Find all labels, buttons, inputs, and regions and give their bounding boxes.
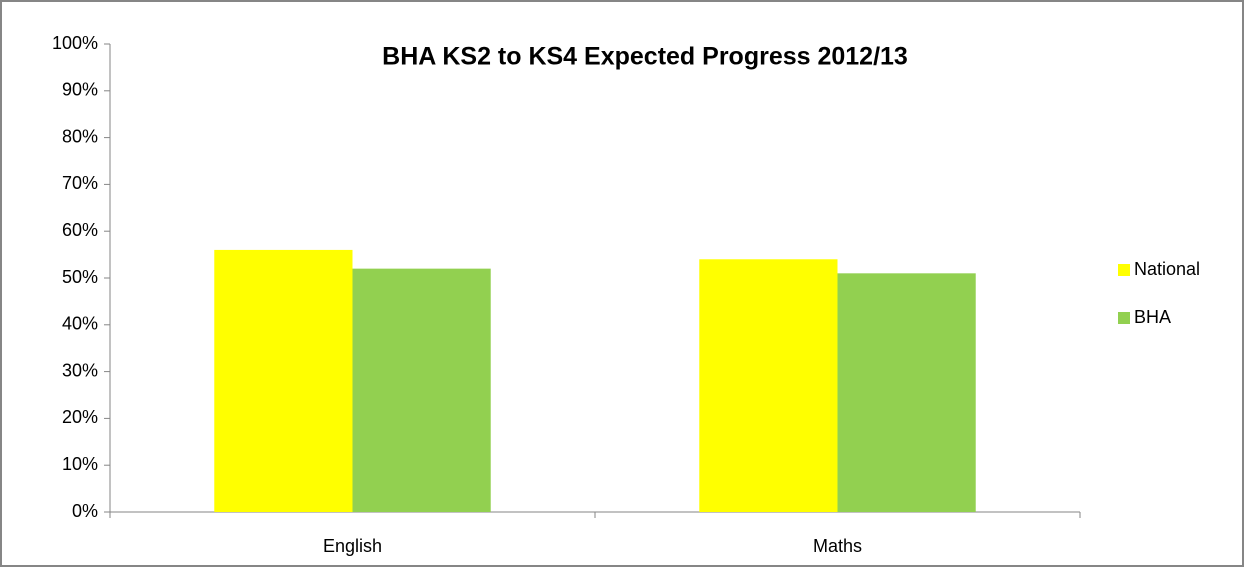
y-tick-label: 40% [62, 314, 98, 334]
y-tick-label: 70% [62, 173, 98, 193]
chart-title: BHA KS2 to KS4 Expected Progress 2012/13 [382, 43, 908, 71]
x-tick-label: Maths [813, 536, 862, 556]
legend-swatch [1118, 264, 1130, 276]
y-tick-label: 0% [72, 501, 98, 521]
y-tick-label: 80% [62, 126, 98, 146]
x-tick-label: English [323, 536, 382, 556]
y-tick-label: 30% [62, 360, 98, 380]
y-tick-label: 60% [62, 220, 98, 240]
bar [352, 268, 491, 512]
y-tick-label: 50% [62, 267, 98, 287]
y-tick-label: 90% [62, 80, 98, 100]
legend-swatch [1118, 312, 1130, 324]
y-tick-label: 100% [52, 33, 98, 53]
bar [699, 259, 838, 512]
bar [214, 249, 353, 513]
y-tick-label: 20% [62, 407, 98, 427]
legend-label: National [1134, 259, 1200, 279]
bar [837, 273, 976, 512]
y-tick-label: 10% [62, 454, 98, 474]
legend-label: BHA [1134, 307, 1171, 327]
